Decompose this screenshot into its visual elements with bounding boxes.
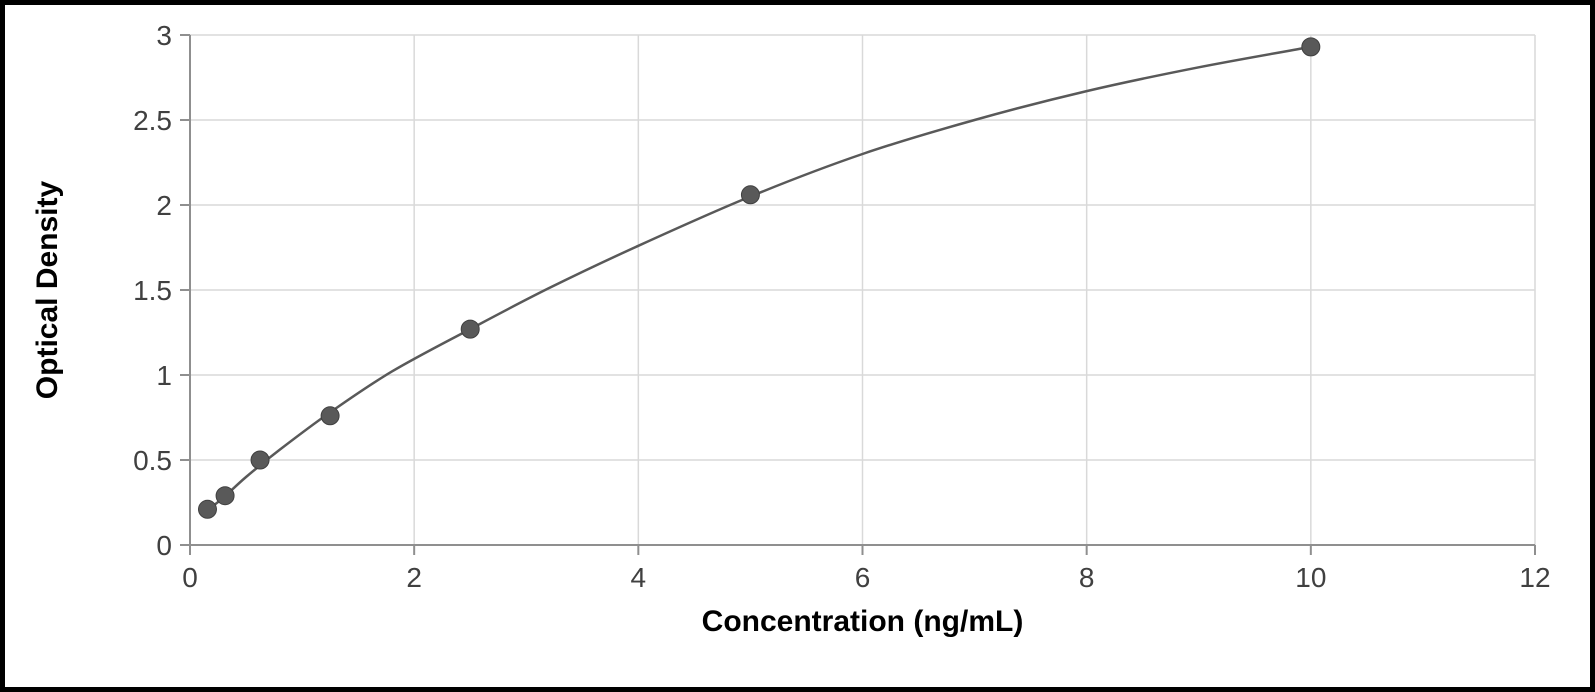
data-point-marker: [251, 451, 269, 469]
data-point-marker: [321, 407, 339, 425]
y-tick-label: 2.5: [133, 105, 172, 136]
x-tick-label: 4: [631, 562, 647, 593]
y-tick-label: 1: [156, 360, 172, 391]
x-tick-label: 10: [1295, 562, 1326, 593]
data-point-marker: [1302, 38, 1320, 56]
data-point-marker: [216, 487, 234, 505]
x-tick-label: 8: [1079, 562, 1095, 593]
x-axis-label: Concentration (ng/mL): [702, 605, 1024, 638]
y-tick-label: 1.5: [133, 275, 172, 306]
y-axis-label: Optical Density: [31, 180, 64, 399]
chart-frame: 0 2 4 6 8 10 12 0 0.5 1 1.5 2 2.5 3 Concentration (ng/…: [0, 0, 1595, 692]
y-tick-label: 3: [156, 20, 172, 51]
standard-curve-chart: 0 2 4 6 8 10 12 0 0.5 1 1.5 2 2.5 3 Concentration (ng/…: [5, 5, 1590, 687]
y-tick-label: 0: [156, 530, 172, 561]
data-point-marker: [198, 500, 216, 518]
data-point-marker: [461, 320, 479, 338]
y-tick-label: 2: [156, 190, 172, 221]
x-tick-label: 2: [406, 562, 422, 593]
y-tick-label: 0.5: [133, 445, 172, 476]
x-tick-label: 12: [1519, 562, 1550, 593]
x-tick-label: 6: [855, 562, 871, 593]
data-point-marker: [741, 186, 759, 204]
x-tick-label: 0: [182, 562, 198, 593]
